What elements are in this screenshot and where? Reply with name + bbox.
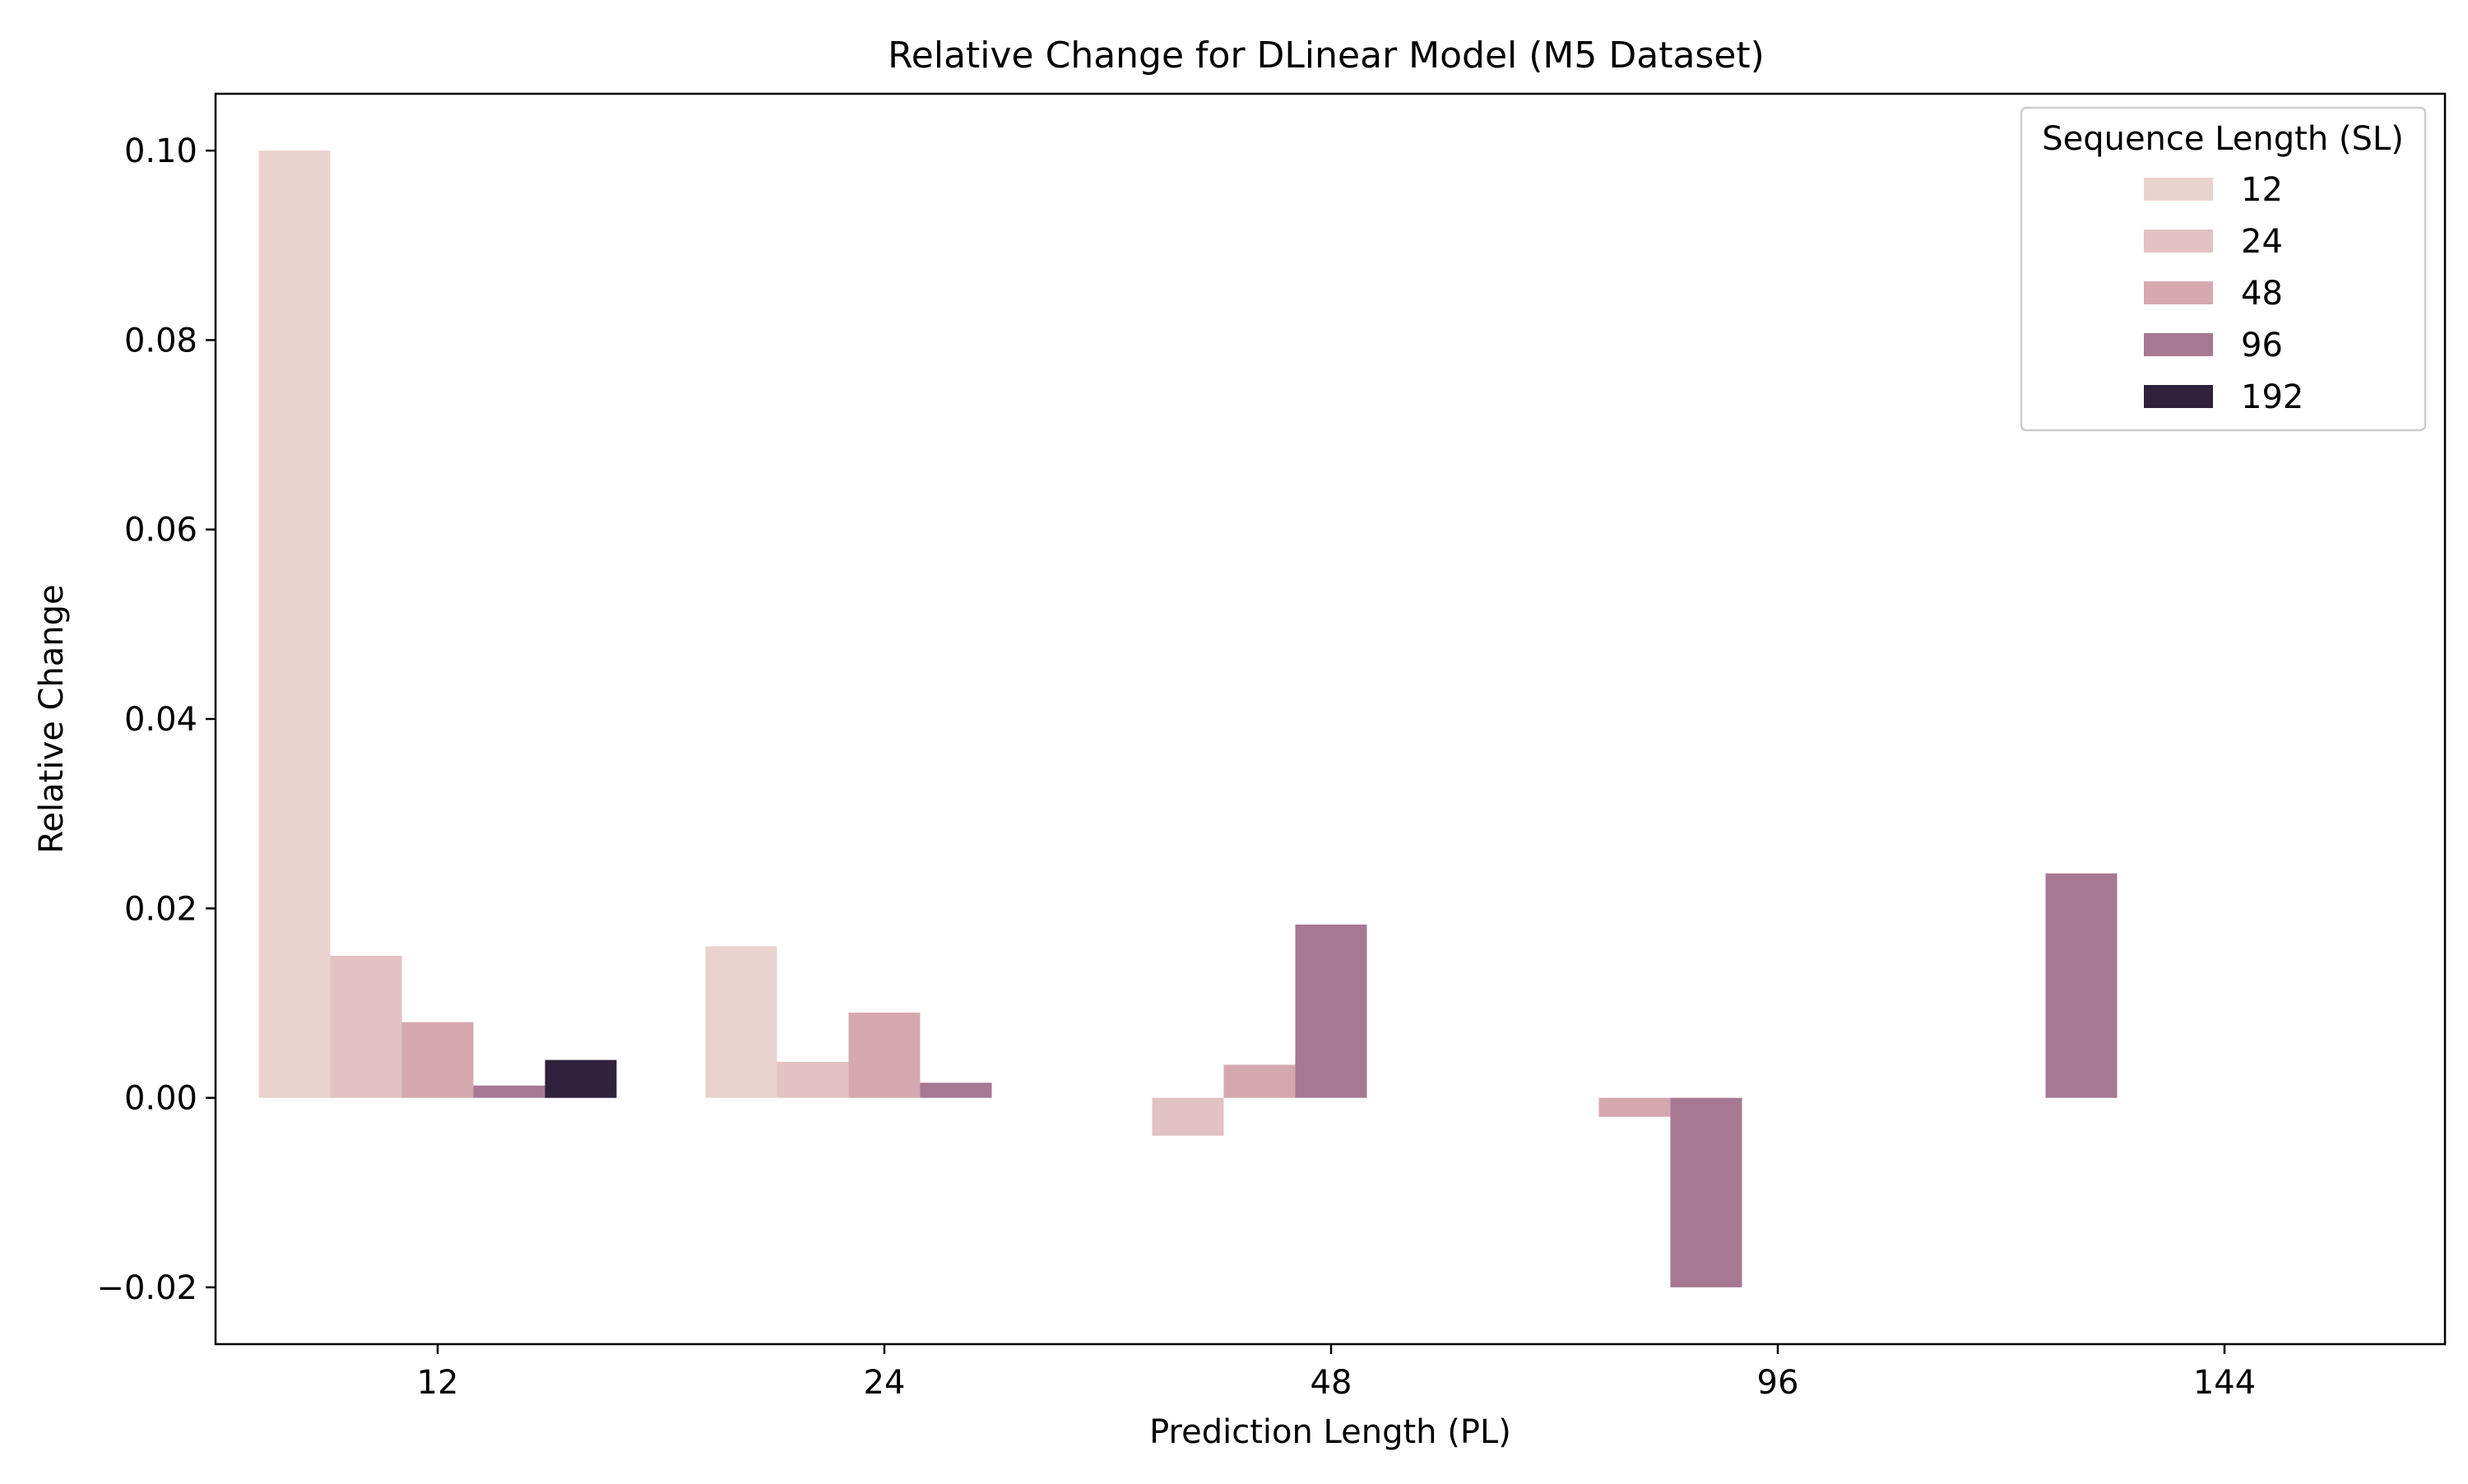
legend-label-sl24: 24 <box>2241 223 2283 261</box>
y-tick-label: 0.06 <box>124 512 197 550</box>
bar-pl12-sl192 <box>545 1060 617 1098</box>
bar-pl48-sl48 <box>1223 1064 1296 1098</box>
bar-pl24-sl12 <box>705 946 777 1098</box>
legend-swatch-sl12 <box>2144 178 2213 201</box>
bars-layer <box>258 151 2118 1287</box>
chart-title: Relative Change for DLinear Model (M5 Da… <box>888 35 1765 77</box>
y-axis: −0.02 0.00 0.02 0.04 0.06 0.08 0.10 <box>96 132 216 1307</box>
legend-label-sl96: 96 <box>2241 327 2283 364</box>
y-tick-label: 0.10 <box>124 132 197 170</box>
legend-swatch-sl24 <box>2144 230 2213 253</box>
bar-pl96-sl48 <box>1598 1097 1671 1117</box>
bar-pl24-sl48 <box>848 1012 921 1098</box>
x-axis-label: Prediction Length (PL) <box>1149 1413 1511 1451</box>
bar-pl24-sl24 <box>777 1061 849 1098</box>
legend-label-sl48: 48 <box>2241 275 2283 313</box>
bar-pl12-sl24 <box>330 955 402 1098</box>
legend-swatch-sl192 <box>2144 385 2213 408</box>
bar-pl12-sl48 <box>401 1022 474 1098</box>
legend-swatch-sl48 <box>2144 281 2213 304</box>
x-tick-label: 48 <box>1311 1364 1352 1402</box>
legend: Sequence Length (SL) 12 24 48 96 192 <box>2020 106 2427 432</box>
y-tick-label: 0.08 <box>124 322 197 359</box>
legend-swatch-sl96 <box>2144 333 2213 356</box>
y-tick-label: 0.02 <box>124 890 197 928</box>
bar-pl12-sl12 <box>258 151 331 1098</box>
y-tick-label: 0.04 <box>124 701 197 739</box>
legend-frame <box>2020 106 2427 432</box>
bar-pl12-sl96 <box>473 1085 545 1098</box>
bar-pl24-sl96 <box>920 1083 992 1098</box>
legend-label-sl12: 12 <box>2241 171 2283 209</box>
x-tick-label: 24 <box>864 1364 906 1402</box>
x-tick-label: 96 <box>1757 1364 1799 1402</box>
x-tick-label: 144 <box>2193 1364 2256 1402</box>
bar-pl96-sl96 <box>1670 1097 1742 1287</box>
legend-title: Sequence Length (SL) <box>2042 120 2404 158</box>
legend-entries: 12 24 48 96 192 <box>2144 171 2303 416</box>
plot-frame <box>214 92 2447 1346</box>
y-tick-label: −0.02 <box>96 1269 197 1307</box>
legend-label-sl192: 192 <box>2241 378 2303 416</box>
x-axis: 12 24 48 96 144 <box>417 1344 2256 1402</box>
y-tick-label: 0.00 <box>124 1080 197 1118</box>
bar-pl48-sl24 <box>1152 1097 1224 1136</box>
y-axis-label: Relative Change <box>33 584 71 853</box>
bar-pl144-sl96 <box>2045 873 2118 1098</box>
x-tick-label: 12 <box>417 1364 459 1402</box>
bar-pl48-sl96 <box>1295 924 1367 1098</box>
